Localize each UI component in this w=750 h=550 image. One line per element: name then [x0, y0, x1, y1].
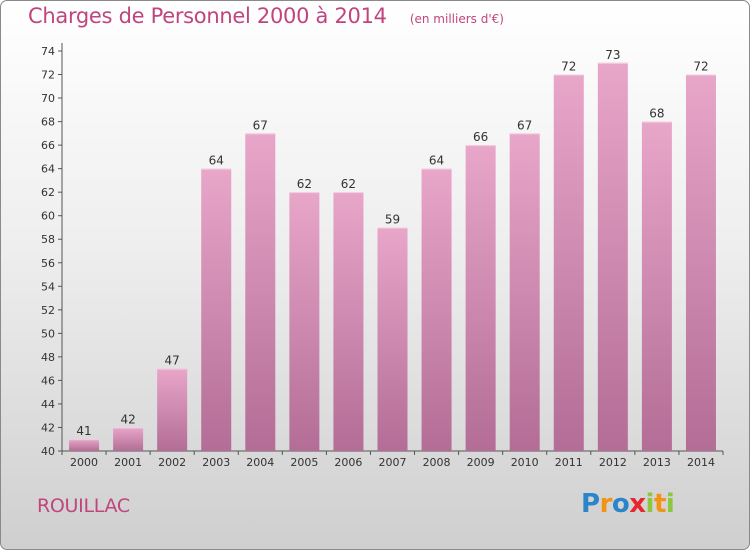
bar	[289, 192, 320, 452]
y-tick-label: 72	[41, 69, 55, 82]
x-tick-label: 2006	[334, 456, 362, 469]
data-label: 47	[165, 354, 180, 368]
place-name: ROUILLAC	[37, 495, 130, 517]
x-tick-label: 2003	[202, 456, 230, 469]
bar	[157, 368, 188, 451]
logo-letter: o	[611, 489, 630, 519]
y-tick-label: 44	[41, 398, 55, 411]
y-tick-label: 48	[41, 351, 55, 364]
y-tick-label: 64	[41, 163, 55, 176]
logo-letter: i	[665, 489, 675, 519]
y-tick-label: 52	[41, 304, 55, 317]
bar	[597, 62, 628, 451]
x-tick-label: 2009	[467, 456, 495, 469]
y-tick-label: 46	[41, 374, 55, 387]
logo-letter: i	[645, 489, 655, 519]
bar	[641, 121, 672, 452]
bar	[509, 133, 540, 451]
x-tick-label: 2002	[158, 456, 186, 469]
data-label: 66	[473, 130, 488, 144]
bar	[465, 145, 496, 451]
data-label: 41	[76, 424, 91, 438]
data-label: 62	[341, 177, 356, 191]
y-tick-label: 58	[41, 233, 55, 246]
chart-title: Charges de Personnel 2000 à 2014	[28, 4, 387, 28]
logo-letter: x	[629, 489, 646, 519]
y-tick-label: 40	[41, 445, 55, 458]
x-tick-label: 2004	[246, 456, 274, 469]
x-tick-label: 2000	[70, 456, 98, 469]
chart-subtitle: (en milliers d'€)	[409, 12, 504, 26]
x-tick-label: 2005	[290, 456, 318, 469]
logo-letter: r	[599, 489, 613, 519]
data-label: 73	[605, 48, 620, 62]
data-label: 72	[561, 60, 576, 74]
x-tick-label: 2014	[687, 456, 715, 469]
x-tick-label: 2008	[423, 456, 451, 469]
x-tick-label: 2010	[511, 456, 539, 469]
logo-letter: t	[653, 489, 666, 519]
y-tick-label: 50	[41, 327, 55, 340]
y-tick-label: 54	[41, 280, 55, 293]
y-tick-label: 60	[41, 210, 55, 223]
data-label: 64	[429, 154, 444, 168]
data-label: 72	[693, 60, 708, 74]
y-tick-label: 70	[41, 92, 55, 105]
data-label: 67	[253, 118, 268, 132]
data-label: 67	[517, 118, 532, 132]
data-label: 42	[120, 412, 135, 426]
y-tick-label: 74	[41, 45, 55, 58]
y-tick-label: 66	[41, 139, 55, 152]
data-label: 62	[297, 177, 312, 191]
bar	[201, 168, 232, 451]
data-label: 59	[385, 212, 400, 226]
x-tick-label: 2001	[114, 456, 142, 469]
y-tick-label: 42	[41, 421, 55, 434]
y-tick-label: 68	[41, 116, 55, 129]
bar	[333, 192, 364, 452]
bar	[69, 439, 100, 451]
data-label: 68	[649, 107, 664, 121]
y-tick-label: 56	[41, 257, 55, 270]
bar	[685, 74, 716, 451]
x-tick-label: 2007	[379, 456, 407, 469]
data-label: 64	[209, 154, 224, 168]
proxiti-logo: Proxiti	[581, 489, 675, 519]
x-tick-label: 2013	[643, 456, 671, 469]
x-tick-label: 2011	[555, 456, 583, 469]
title-row: Charges de Personnel 2000 à 2014 (en mil…	[28, 4, 504, 28]
y-tick-label: 62	[41, 186, 55, 199]
logo-letter: P	[581, 489, 600, 519]
bar	[245, 133, 276, 451]
bar	[421, 168, 452, 451]
x-tick-label: 2012	[599, 456, 627, 469]
bar	[553, 74, 584, 451]
bar	[377, 227, 408, 451]
bar	[113, 427, 144, 451]
